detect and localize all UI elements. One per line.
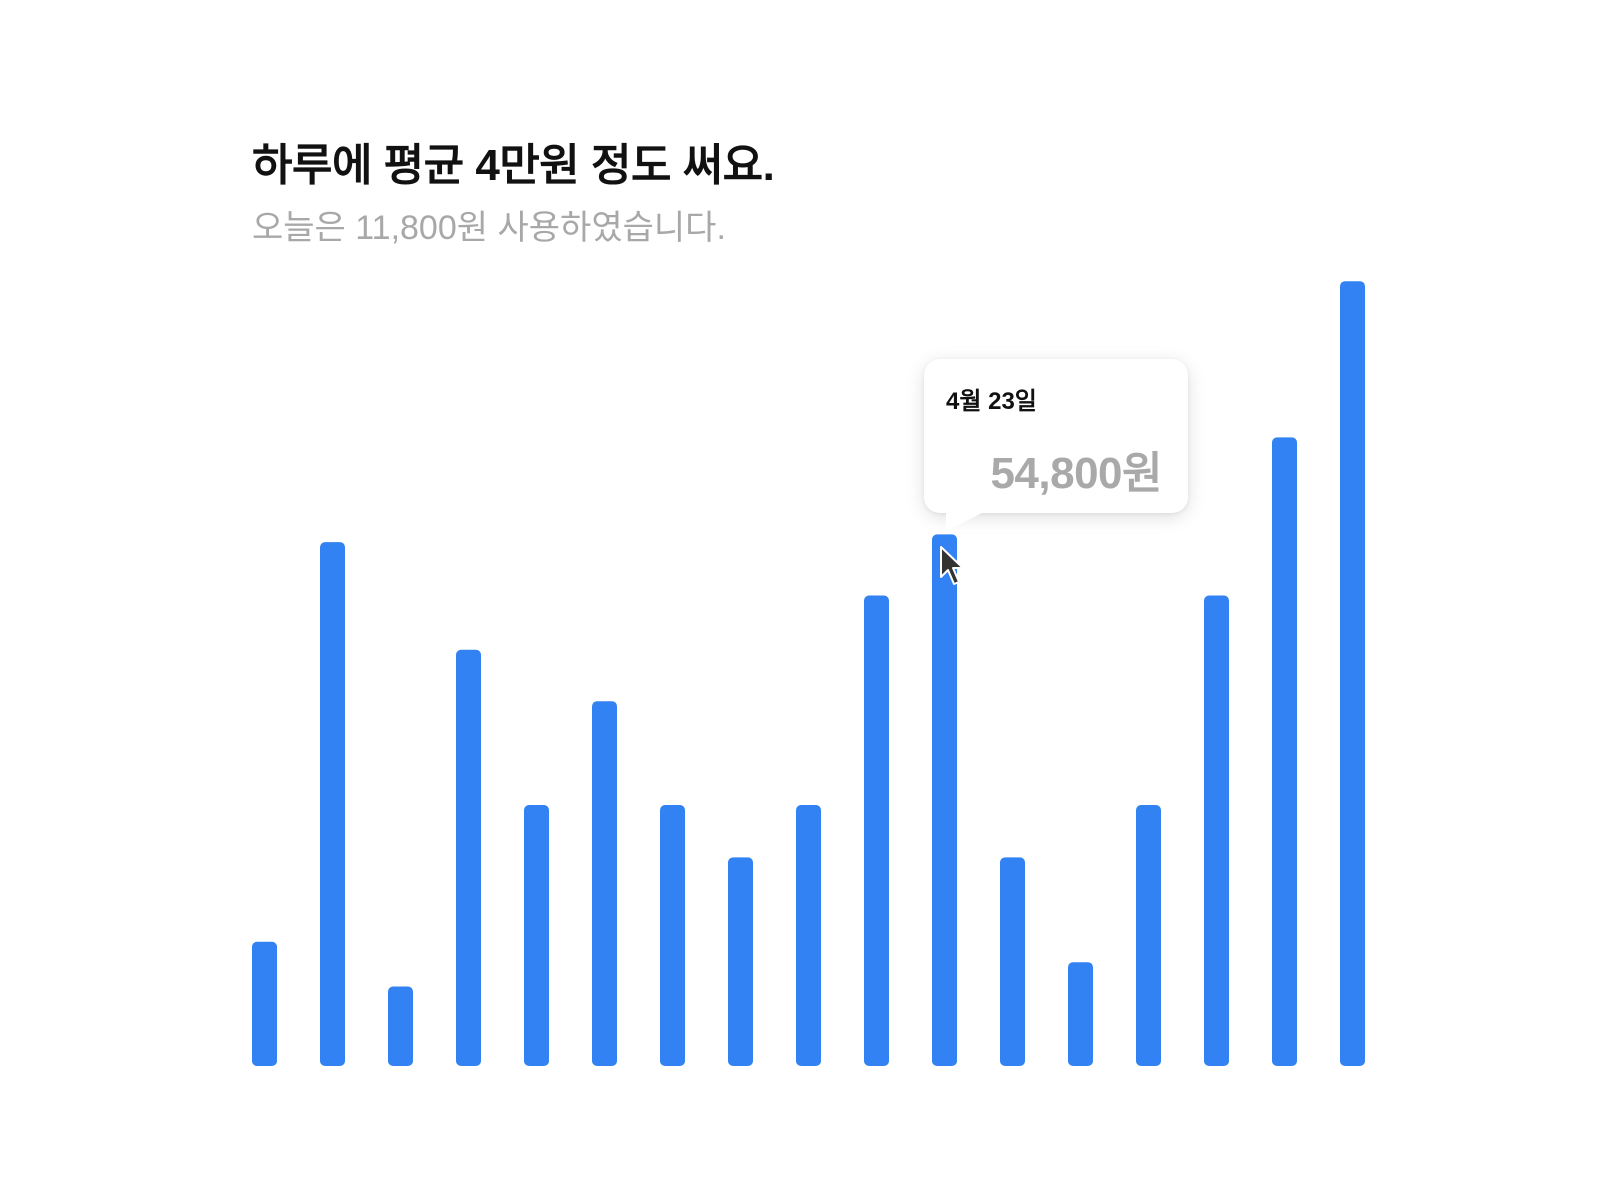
bar[interactable] bbox=[456, 650, 481, 1066]
bar[interactable] bbox=[1068, 962, 1093, 1066]
bar[interactable] bbox=[728, 857, 753, 1066]
bar[interactable] bbox=[864, 596, 889, 1067]
bar-tooltip: 4월 23일 54,800원 bbox=[924, 359, 1188, 513]
bar[interactable] bbox=[1136, 805, 1161, 1066]
bar[interactable] bbox=[252, 942, 277, 1066]
bar-highlighted[interactable] bbox=[932, 534, 957, 1066]
tooltip-date: 4월 23일 bbox=[946, 381, 1037, 416]
bar[interactable] bbox=[1272, 437, 1297, 1066]
tooltip-amount: 54,800원 bbox=[990, 437, 1162, 501]
bar[interactable] bbox=[1340, 281, 1365, 1066]
tooltip-pointer bbox=[946, 511, 986, 531]
bar[interactable] bbox=[592, 701, 617, 1066]
bar[interactable] bbox=[388, 987, 413, 1067]
bar[interactable] bbox=[320, 542, 345, 1066]
bar[interactable] bbox=[796, 805, 821, 1066]
bar[interactable] bbox=[660, 805, 685, 1066]
bar[interactable] bbox=[1204, 596, 1229, 1067]
mouse-pointer-icon bbox=[939, 545, 969, 589]
bar[interactable] bbox=[1000, 857, 1025, 1066]
bar[interactable] bbox=[524, 805, 549, 1066]
